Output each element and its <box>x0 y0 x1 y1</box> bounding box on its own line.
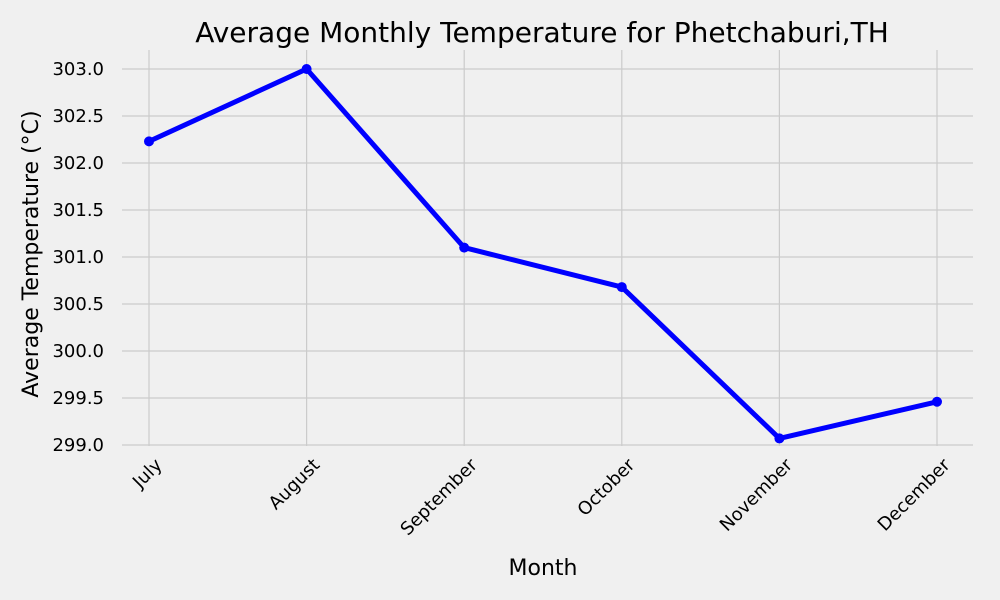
x-tick-label: August <box>265 455 324 514</box>
x-tick-label: September <box>397 454 483 540</box>
x-axis-label: Month <box>509 556 578 581</box>
y-tick-label: 302.0 <box>52 153 104 174</box>
chart-title: Average Monthly Temperature for Phetchab… <box>195 16 889 49</box>
data-point <box>459 242 470 253</box>
data-point <box>932 396 942 407</box>
data-point <box>616 282 627 293</box>
grid <box>122 50 973 446</box>
y-tick-label: 299.0 <box>52 435 104 456</box>
x-tick-label: December <box>874 454 955 535</box>
y-axis-label: Average Temperature (°C) <box>19 110 44 397</box>
x-tick-label: October <box>574 454 640 520</box>
y-tick-label: 300.5 <box>52 294 104 315</box>
y-tick-label: 301.5 <box>52 200 104 221</box>
y-tick-label: 303.0 <box>52 59 104 80</box>
y-tick-labels: 299.0 299.5 300.0 300.5 301.0 301.5 302.0 302.5… <box>52 59 104 456</box>
series-layer <box>144 64 942 444</box>
x-tick-label: July <box>128 454 167 493</box>
y-tick-label: 300.0 <box>52 341 104 362</box>
series-line <box>146 66 940 441</box>
data-point <box>144 136 154 147</box>
y-tick-label: 299.5 <box>52 388 104 409</box>
y-tick-label: 302.5 <box>52 106 104 127</box>
data-point <box>301 64 312 74</box>
y-tick-label: 301.0 <box>52 247 104 268</box>
data-point <box>774 433 785 444</box>
x-tick-label: November <box>716 454 797 535</box>
x-tick-labels: July August September October November Decemb… <box>128 454 955 540</box>
